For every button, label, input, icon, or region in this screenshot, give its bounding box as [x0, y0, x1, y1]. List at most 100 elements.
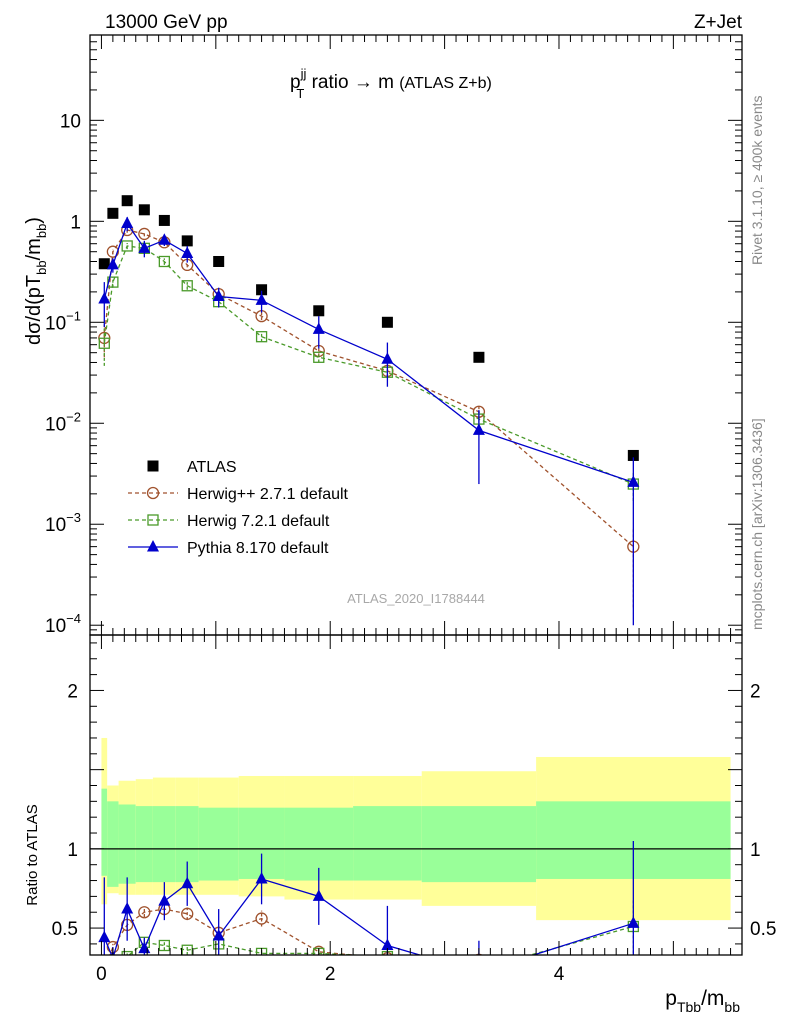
y-tick-label: 1 — [70, 212, 81, 233]
x-title-tail: /m — [701, 987, 724, 1010]
herwig-7-2-1-default-ratio-point — [158, 939, 171, 952]
pythia-8-170-default-point — [106, 257, 119, 270]
herwig-2-7-1-default-point — [106, 245, 120, 258]
ratio-y-tick-label-left: 0.5 — [52, 919, 78, 940]
herwig-7-2-1-default-point — [313, 351, 325, 363]
herwig-7-2-1-default-point — [255, 331, 268, 343]
side-label-rivet: Rivet 3.1.10, ≥ 400k events — [749, 95, 765, 265]
band-green-4 — [152, 806, 176, 883]
ratio-y-axis-title: Ratio to ATLAS — [24, 804, 41, 905]
pythia-8-170-default-point — [255, 293, 268, 305]
pythia-8-170-default-point — [121, 216, 134, 229]
pythia-8-170-default-ratio-point — [255, 871, 268, 884]
y-title-sub1: bb — [34, 260, 49, 274]
x-tick-label: 4 — [554, 964, 565, 985]
y-tick-label: 10 — [60, 111, 81, 132]
y-tick-base: 10 — [45, 616, 66, 637]
atlas-point — [158, 214, 170, 226]
herwig-2-7-1-default-ratio-point — [475, 953, 483, 955]
atlas-point — [138, 204, 150, 216]
y-tick-base: 10 — [45, 313, 66, 334]
herwig-7-2-1-default-point — [181, 280, 193, 292]
atlas-point — [313, 305, 325, 317]
y-tick-exp: −3 — [66, 510, 81, 525]
title-paren: (ATLAS Z+b) — [399, 75, 492, 92]
atlas-point — [256, 284, 268, 296]
x-title-sub: Tbb — [677, 999, 701, 1015]
y-tick-base: 1 — [70, 212, 81, 233]
pythia-8-170-default-ratio-point — [98, 930, 111, 943]
header-left: 13000 GeV pp — [105, 12, 228, 33]
atlas-point — [381, 316, 393, 328]
herwig-7-2-1-default-point — [121, 240, 133, 252]
ratio-y-tick-label-right: 1 — [750, 840, 761, 861]
side-label-mcplots: mcplots.cern.ch [arXiv:1306.3436] — [749, 418, 765, 630]
legend-marker-herwig-2-7-1-default — [146, 486, 160, 500]
herwig-7-2-1-default-ratio-point — [181, 944, 193, 955]
pythia-8-170-default-ratio-point — [312, 889, 325, 901]
band-green-9 — [353, 806, 422, 881]
legend-marker-atlas — [147, 460, 159, 472]
ratio-y-tick-label-left: 2 — [67, 681, 78, 702]
y-title-sub2: bb — [34, 224, 49, 238]
y-tick-exp: −2 — [66, 409, 81, 424]
band-green-5 — [175, 806, 199, 883]
pythia-8-170-default-point — [158, 233, 171, 245]
y-tick-exp: −4 — [66, 611, 81, 626]
plot-title: pjj T ratio → m (ATLAS Z+b) — [290, 66, 492, 101]
herwig-7-2-1-default-point — [158, 255, 171, 268]
x-tick-label: 2 — [325, 964, 336, 985]
herwig-7-2-1-default-line — [103, 245, 634, 485]
ratio-y-tick-label-right: 2 — [750, 681, 761, 702]
pythia-8-170-default-point — [312, 322, 325, 334]
y-tick-base: 10 — [45, 414, 66, 435]
axis-ticks — [89, 34, 743, 955]
title-sub: T — [296, 86, 304, 101]
herwig-2-7-1-default-line — [103, 229, 634, 548]
y-tick-label: 10−1 — [45, 308, 81, 334]
legend-marker-pythia-8-170-default — [147, 540, 159, 552]
pythia-8-170-default-point — [381, 352, 394, 364]
pythia-8-170-default-ratio-line — [103, 878, 634, 955]
band-green-1 — [107, 801, 119, 887]
herwig-2-7-1-default-ratio-point — [138, 906, 151, 919]
pythia-8-170-default-point — [98, 292, 111, 304]
pythia-8-170-default-ratio-point — [121, 902, 134, 914]
legend-label-herwig-7-2-1-default: Herwig 7.2.1 default — [187, 513, 330, 530]
main-series — [98, 195, 640, 626]
x-title-p: p — [665, 987, 677, 1010]
y-title-pre: dσ/d(pT — [23, 275, 45, 345]
header-right: Z+Jet — [694, 12, 743, 33]
pythia-8-170-default-point — [212, 289, 225, 302]
pythia-8-170-default-ratio-point — [181, 876, 194, 889]
pythia-8-170-default-line — [103, 222, 634, 483]
legend-label-pythia-8-170-default: Pythia 8.170 default — [187, 540, 329, 557]
y-tick-label: 10−3 — [45, 510, 81, 536]
pythia-8-170-default-ratio-point — [627, 916, 640, 928]
atlas-point — [181, 235, 193, 247]
band-green-10 — [421, 806, 537, 883]
band-green-6 — [198, 807, 239, 881]
title-middle: ratio → m — [306, 72, 399, 93]
y-title-post: ) — [23, 217, 45, 224]
herwig-7-2-1-default-ratio-point — [108, 969, 118, 979]
pythia-8-170-default-ratio-point — [473, 965, 485, 977]
legend-label-atlas: ATLAS — [187, 459, 237, 476]
herwig-7-2-1-default-point — [107, 276, 119, 288]
herwig-2-7-1-default-ratio-line — [109, 908, 361, 955]
herwig-7-2-1-default-ratio-line — [128, 925, 634, 955]
x-title-sub2: bb — [724, 999, 740, 1015]
atlas-point — [107, 207, 119, 219]
herwig-2-7-1-default-ratio-point — [255, 912, 268, 925]
herwig-2-7-1-default-ratio-point — [628, 970, 639, 981]
pythia-8-170-default-ratio-point — [158, 894, 171, 906]
y-axis-title: dσ/d(pTbb/mbb) — [23, 217, 49, 345]
ratio-y-tick-label-right: 0.5 — [750, 919, 776, 940]
herwig-2-7-1-default-point — [138, 227, 151, 241]
plot-frames — [89, 34, 743, 956]
ratio-y-tick-label-left: 1 — [67, 840, 78, 861]
herwig-7-2-1-default-ratio-point — [121, 950, 133, 955]
atlas-point — [473, 351, 485, 363]
